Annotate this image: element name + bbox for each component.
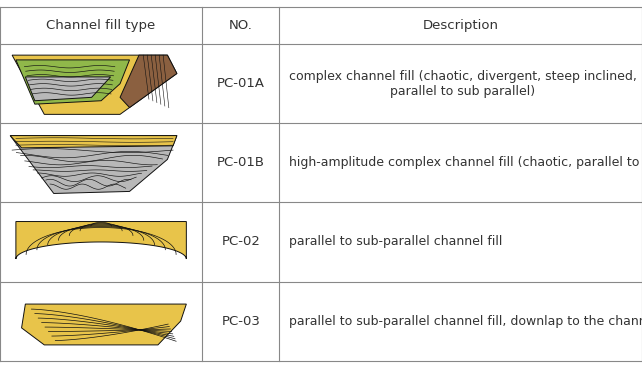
- Polygon shape: [10, 135, 177, 148]
- Text: complex channel fill (chaotic, divergent, steep inclined,
parallel to sub parall: complex channel fill (chaotic, divergent…: [289, 70, 637, 98]
- Text: parallel to sub-parallel channel fill, downlap to the channel flank: parallel to sub-parallel channel fill, d…: [289, 315, 642, 328]
- Polygon shape: [22, 304, 186, 345]
- Text: PC-01A: PC-01A: [217, 77, 265, 90]
- Text: parallel to sub-parallel channel fill: parallel to sub-parallel channel fill: [289, 236, 502, 248]
- Text: Description: Description: [422, 19, 499, 32]
- Polygon shape: [26, 77, 110, 101]
- Polygon shape: [16, 222, 186, 259]
- Text: NO.: NO.: [229, 19, 253, 32]
- Polygon shape: [10, 135, 177, 194]
- Text: PC-03: PC-03: [221, 315, 260, 328]
- Polygon shape: [12, 55, 177, 114]
- Polygon shape: [16, 60, 130, 104]
- Text: PC-02: PC-02: [221, 236, 260, 248]
- Text: PC-01B: PC-01B: [217, 156, 265, 169]
- Text: high-amplitude complex channel fill (chaotic, parallel to sub parallel): high-amplitude complex channel fill (cha…: [289, 156, 642, 169]
- Polygon shape: [120, 55, 177, 107]
- Text: Channel fill type: Channel fill type: [46, 19, 156, 32]
